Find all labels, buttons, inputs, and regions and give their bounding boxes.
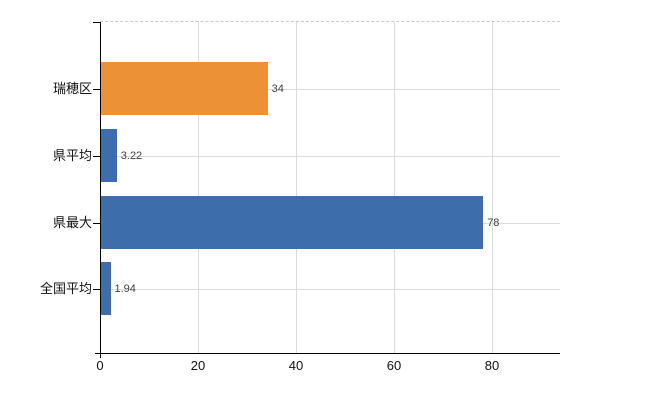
y-axis-top-tick [93,22,100,23]
y-gridline [100,288,560,290]
x-axis-tick-label: 20 [190,358,206,373]
category-label: 県平均 [52,147,92,163]
bar-1 [101,129,117,182]
plot-area: 34 3.22 78 1.94 [100,22,560,353]
y-axis-tick [93,155,100,157]
x-axis-tick-label: 60 [386,358,402,373]
bar-value-label: 34 [271,82,284,95]
bar-value-label: 1.94 [114,282,136,295]
y-axis-tick [93,88,100,90]
y-axis-tick [93,222,100,224]
x-axis-tick-label: 0 [96,358,104,373]
y-axis-tick [93,288,100,290]
category-label: 県最大 [52,214,92,230]
x-gridline [296,22,297,353]
bar-2 [101,196,484,249]
x-gridline [198,22,199,353]
x-axis-line [95,353,560,354]
x-axis-tick-label: 80 [484,358,500,373]
y-gridline [100,88,560,90]
x-gridline [394,22,395,353]
category-label: 瑞穂区 [52,80,92,96]
bar-value-label: 78 [487,216,500,229]
plot-top-border [100,21,560,22]
x-axis-tick-label: 40 [288,358,304,373]
y-axis-line [100,22,101,358]
y-gridline [100,155,560,157]
x-gridline [492,22,493,353]
bar-3 [101,262,111,315]
bar-0 [101,62,268,115]
category-label: 全国平均 [39,280,92,296]
bar-value-label: 3.22 [120,149,143,162]
